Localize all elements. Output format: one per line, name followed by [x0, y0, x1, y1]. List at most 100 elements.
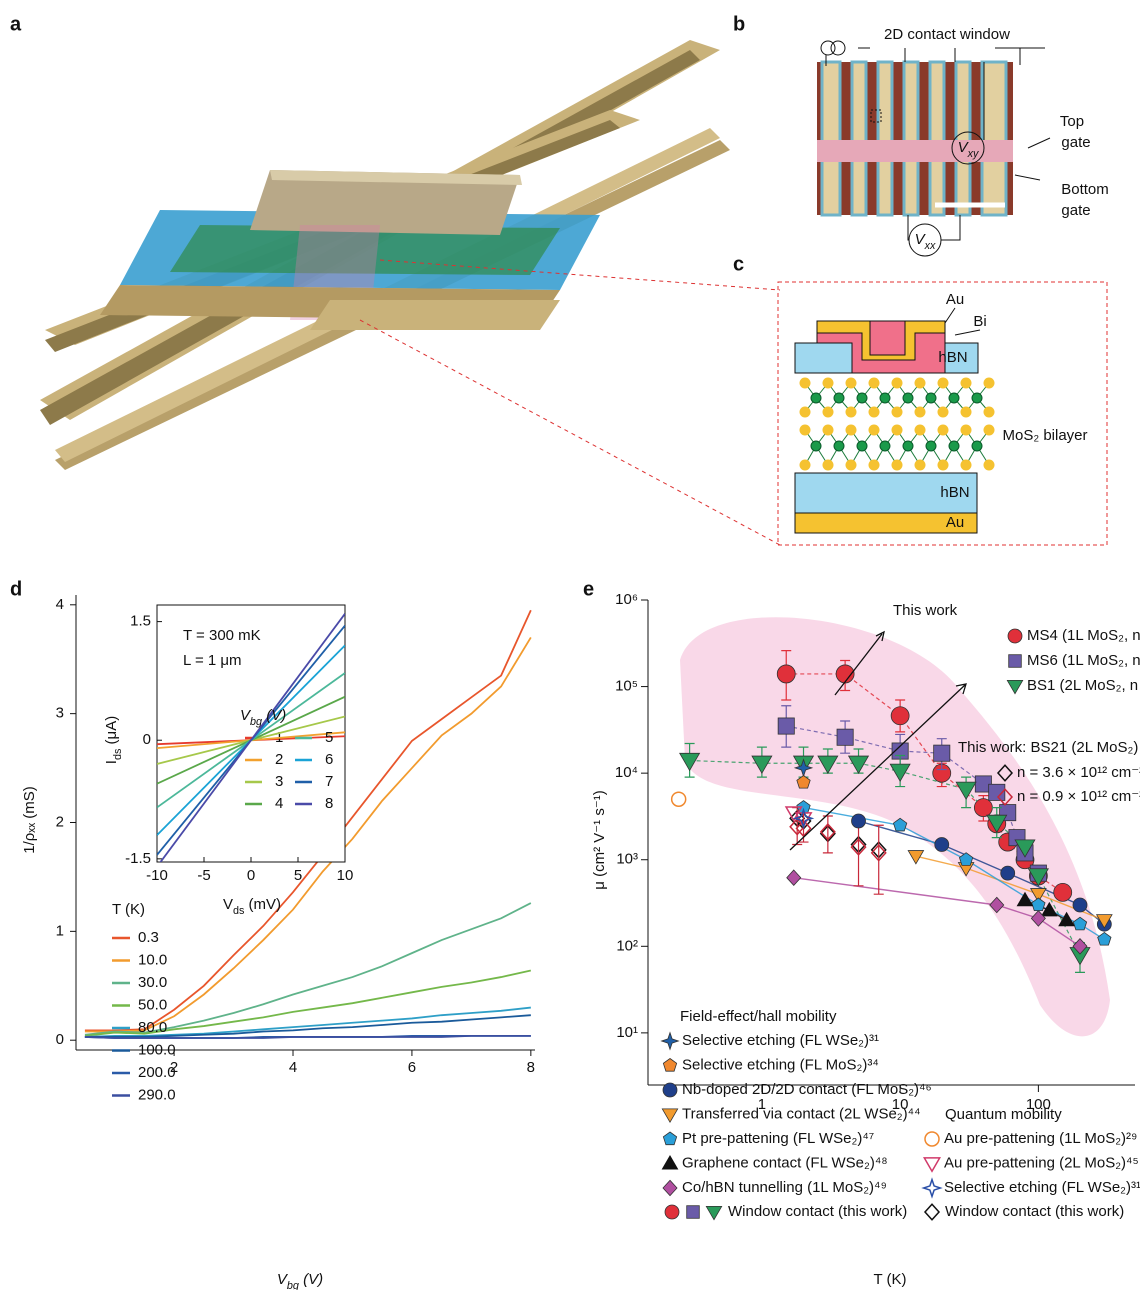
atom-s [891, 406, 903, 418]
line [84, 1014, 531, 1038]
legend-marker [662, 1179, 678, 1197]
label-part: V [958, 139, 970, 156]
label: gate [1061, 134, 1090, 151]
line [84, 902, 532, 1036]
legend-label: MS4 (1L MoS₂, n = 3.6 × 10¹² cm⁻²) [1027, 627, 1140, 644]
atom-mo [833, 440, 845, 452]
annotation: This work: BS21 (2L MoS₂) [958, 739, 1138, 756]
marker [1040, 901, 1058, 917]
atom-s [799, 424, 811, 436]
x-axis-label-sub: bg [287, 1280, 299, 1290]
y-tick-label: 1 [56, 922, 64, 939]
legend-title: Vbg (V) [240, 707, 286, 728]
legend-label: 6 [325, 751, 333, 768]
annotation: Window contact (this work) [728, 1203, 907, 1220]
atom-s [868, 459, 880, 471]
atom-s [914, 424, 926, 436]
atom-s [937, 424, 949, 436]
atom-mo [948, 392, 960, 404]
label-part: V [915, 231, 927, 248]
atom-s [937, 459, 949, 471]
x-tick-label: 1 [758, 1096, 766, 1113]
marker [670, 791, 687, 807]
marker [836, 728, 854, 746]
label: hBN [938, 349, 967, 366]
atom-s [891, 377, 903, 389]
y-tick-label: 4 [56, 596, 64, 613]
annotation: Field-effect/hall mobility [680, 1008, 837, 1025]
panel-label: b [733, 13, 745, 35]
panel-label: d [10, 578, 22, 600]
atom-s [960, 424, 972, 436]
atom-s [799, 459, 811, 471]
marker [851, 813, 866, 829]
line [84, 636, 532, 1033]
marker [1095, 914, 1113, 929]
panel-label: a [10, 13, 22, 35]
y-tick-label: 10⁴ [615, 764, 638, 781]
arrow [944, 307, 981, 336]
legend-marker [660, 1031, 680, 1051]
marker [776, 664, 796, 684]
marker [1030, 910, 1046, 927]
atom-s [983, 377, 995, 389]
legend-marker [662, 1058, 678, 1072]
atom-s [983, 406, 995, 418]
legend-marker [922, 1157, 942, 1173]
atom-mo [971, 440, 983, 452]
atom-s [891, 424, 903, 436]
x-axis-label-part: V [223, 896, 233, 913]
atom-s [822, 424, 834, 436]
atom-s [937, 406, 949, 418]
x-axis-label: T (K) [873, 1271, 906, 1288]
marker [850, 838, 867, 856]
atom-mo [925, 440, 937, 452]
annotation: T = 300 mK [183, 627, 261, 644]
line [84, 969, 532, 1037]
atom-mo [902, 440, 914, 452]
legend-label: 10.0 [138, 951, 167, 968]
atom-mo [902, 392, 914, 404]
marker [777, 717, 795, 735]
legend-label: 100.0 [138, 1041, 176, 1058]
atom-s [845, 406, 857, 418]
atom-s [960, 377, 972, 389]
error-bar [822, 815, 833, 854]
atom-s [914, 459, 926, 471]
atom-mo [833, 392, 845, 404]
legend-label: 4 [275, 795, 283, 812]
marker [933, 744, 951, 762]
x-axis-label: Vds (mV) [223, 896, 281, 917]
label: 2D contact window [884, 26, 1010, 43]
marker [988, 783, 1006, 801]
legend-marker [1008, 654, 1022, 668]
legend-label: 30.0 [138, 974, 167, 991]
x-axis-label-sub: ds [233, 905, 245, 917]
legend-label: Nb-doped 2D/2D contact (FL MoS₂)⁴⁶ [682, 1081, 932, 1098]
device-illustration [40, 40, 781, 546]
atom-s [891, 459, 903, 471]
legend-label: n = 3.6 × 10¹² cm⁻² [1017, 764, 1140, 781]
y-tick-label: 3 [56, 705, 64, 722]
legend-label: MS6 (1L MoS₂, n = 7.4 × 10¹² cm⁻²) [1027, 652, 1140, 669]
legend-label: Au pre-pattening (1L MoS₂)²⁹ [944, 1130, 1137, 1147]
marker [784, 806, 803, 822]
legend-label: 5 [325, 729, 333, 746]
legend-title-part: (V) [262, 707, 286, 724]
legend-label: n = 0.9 × 10¹² cm⁻² [1017, 788, 1140, 805]
marker [1027, 868, 1049, 887]
atom-mo [879, 440, 891, 452]
x-tick-label: 0 [247, 867, 255, 884]
marker [958, 852, 974, 866]
atom-s [914, 377, 926, 389]
legend-label: Au pre-pattening (2L MoS₂)⁴⁵ [944, 1154, 1139, 1171]
label: Au [946, 514, 964, 531]
y-axis-label-part: (μA) [103, 716, 120, 749]
line [84, 609, 532, 1032]
label: Bi [973, 313, 986, 330]
atom-s [937, 377, 949, 389]
label-sub: xy [967, 148, 979, 160]
legend-label: Pt pre-pattening (FL WSe₂)⁴⁷ [682, 1130, 874, 1147]
marker [907, 850, 925, 865]
panel-label: e [583, 578, 594, 600]
